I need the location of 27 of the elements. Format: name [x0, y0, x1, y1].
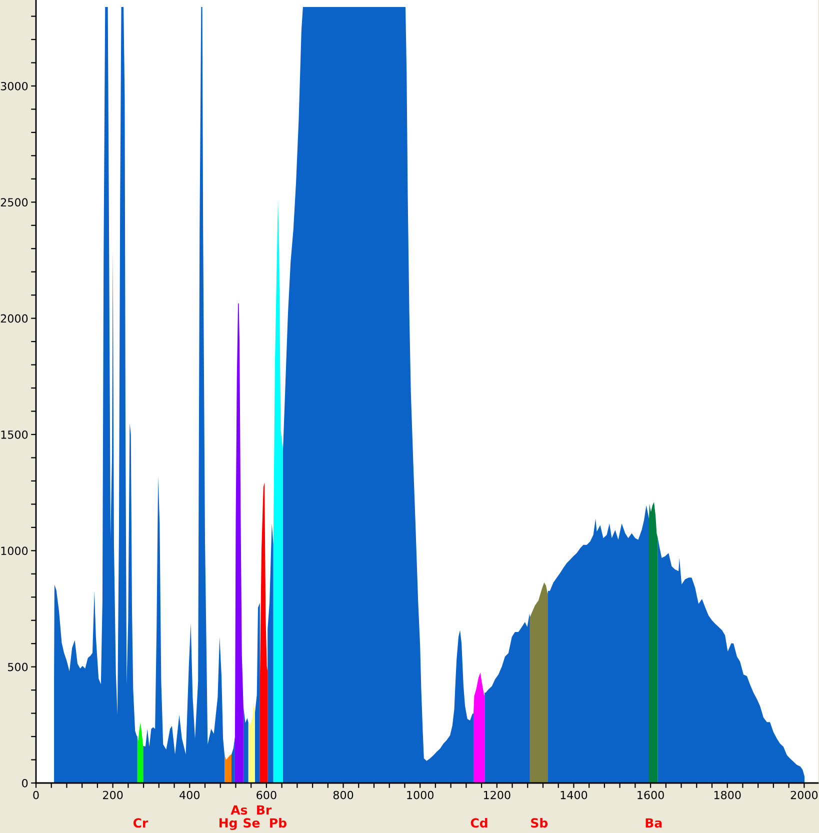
annotation: Hg [219, 818, 237, 830]
x-tick-label: 200 [103, 790, 123, 800]
annotation: Sb [531, 818, 548, 828]
x-tick-label: 600 [256, 790, 276, 800]
x-tick-label: 2000 [790, 790, 818, 800]
annotation: Se [244, 818, 260, 828]
y-tick-label: 1000 [1, 546, 28, 556]
x-tick-label: 1400 [560, 790, 588, 800]
annotation: Cd [470, 818, 488, 828]
annotation: Br [257, 805, 272, 814]
y-tick-label: 500 [8, 662, 28, 672]
annotation: Cr [133, 818, 148, 828]
x-tick-label: 400 [180, 790, 200, 800]
annotation: Ba [646, 818, 662, 828]
x-tick-label: 1600 [638, 790, 664, 800]
y-tick-label: 0 [22, 778, 28, 788]
y-tick-label: 1500 [1, 430, 28, 439]
x-tick-label: 1800 [714, 790, 741, 800]
y-tick-label: 3000 [0, 82, 28, 90]
x-tick-label: 1200 [484, 790, 510, 800]
y-tick-label: 2500 [0, 198, 28, 207]
x-tick-label: 800 [333, 790, 354, 800]
x-tick-label: 0 [33, 790, 39, 800]
y-tick-label: 2000 [0, 314, 28, 323]
x-tick-label: 1000 [407, 790, 434, 800]
annotation: Pb [270, 818, 286, 828]
annotation: As [230, 805, 248, 815]
